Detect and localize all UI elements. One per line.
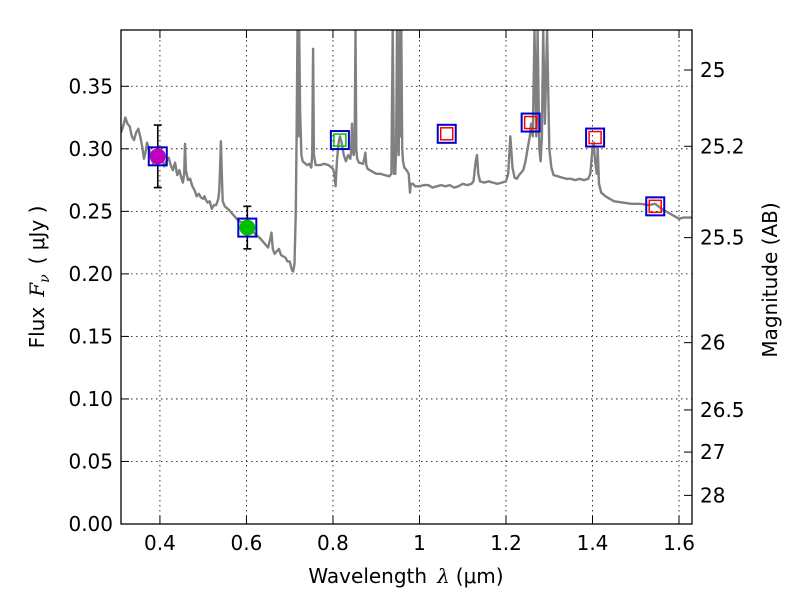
- magnitude-tick-label: 26: [700, 331, 725, 355]
- upper-limit-marker: [588, 130, 602, 145]
- model-flux-box: [237, 217, 258, 238]
- x-tick-label: 0.8: [317, 531, 349, 555]
- y-tick-label: 0.35: [68, 74, 113, 98]
- y2-axis-title: Magnitude (AB): [758, 202, 782, 357]
- x-tick-label: 1: [413, 531, 426, 555]
- x-axis-title: Wavelength λ (μm): [308, 564, 503, 588]
- observed-point: [239, 219, 256, 236]
- plot-area: [121, 30, 692, 273]
- x-tick-label: 0.6: [231, 531, 263, 555]
- magnitude-axis: 25 25.2 25.5 26 26.5 27 28: [684, 58, 745, 507]
- y-tick-label: 0.30: [68, 137, 113, 161]
- magnitude-tick-label: 25: [700, 58, 725, 82]
- x-axis: 0.4 0.6 0.8 1 1.2 1.4 1.6: [144, 30, 695, 555]
- magnitude-tick-label: 25.5: [700, 226, 745, 250]
- magnitude-tick-label: 28: [700, 483, 725, 507]
- magnitude-tick-label: 26.5: [700, 398, 745, 422]
- y-axis-title: FluxFν( μJy ): [25, 206, 53, 349]
- plot-frame: [120, 29, 693, 525]
- y-tick-label: 0.15: [68, 324, 113, 348]
- y-tick-label: 0.00: [68, 512, 113, 536]
- upper-limit-marker: [523, 115, 538, 130]
- y-axis: 0.00 0.05 0.10 0.15 0.20 0.25 0.30 0.35: [68, 74, 129, 536]
- model-sed-line: [121, 30, 692, 273]
- model-flux-box: [329, 130, 350, 151]
- magnitude-tick-label: 27: [700, 440, 725, 464]
- x-tick-label: 1.4: [577, 531, 609, 555]
- model-flux-box: [436, 123, 457, 144]
- model-flux-box: [520, 112, 541, 133]
- x-tick-label: 1.6: [663, 531, 695, 555]
- y-tick-label: 0.25: [68, 199, 113, 223]
- upper-limit-marker: [439, 127, 454, 141]
- model-flux-box: [147, 146, 168, 167]
- model-flux-box: [585, 127, 606, 148]
- y-tick-label: 0.20: [68, 262, 113, 286]
- model-flux-box: [645, 196, 666, 217]
- magnitude-tick-label: 25.2: [700, 134, 745, 158]
- x-tick-label: 1.2: [490, 531, 522, 555]
- y-tick-label: 0.05: [68, 449, 113, 473]
- y-tick-label: 0.10: [68, 387, 113, 411]
- upper-limit-marker: [648, 199, 662, 214]
- observed-point: [149, 148, 166, 165]
- x-tick-label: 0.4: [144, 531, 176, 555]
- upper-limit-marker: [333, 133, 347, 147]
